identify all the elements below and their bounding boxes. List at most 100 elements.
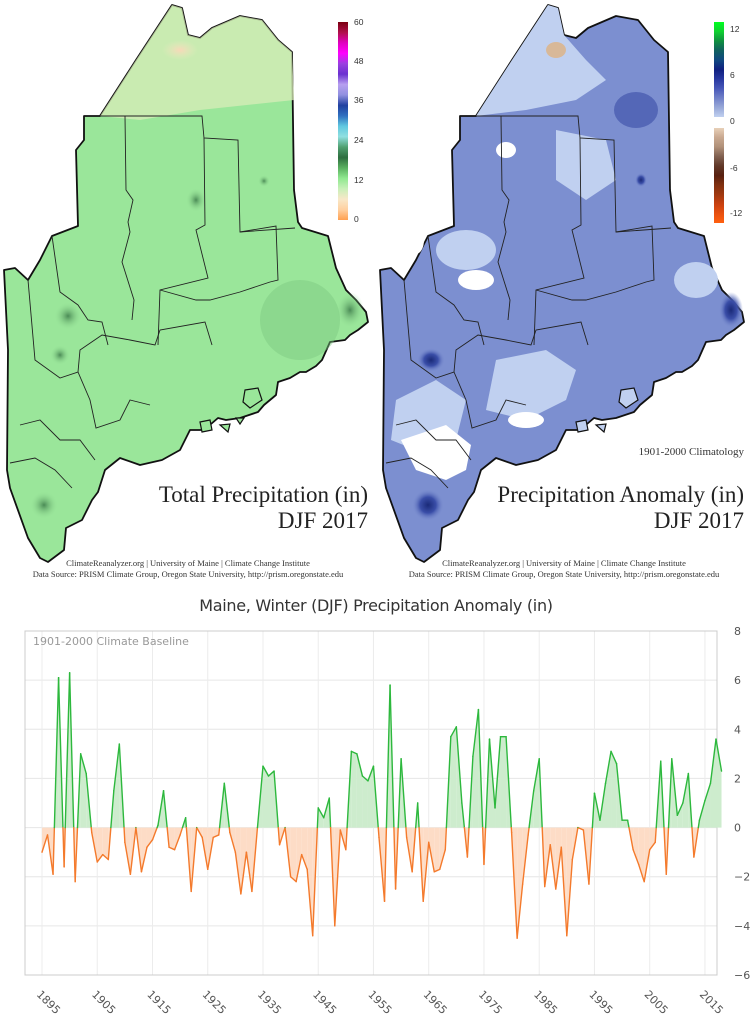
negative-line-segment [516, 883, 524, 939]
negative-line-segment [212, 834, 220, 839]
x-tick-label: 2015 [697, 988, 726, 1017]
positive-line-segment [372, 765, 379, 829]
negative-line-segment [339, 829, 347, 851]
data-point [693, 856, 695, 858]
data-point [223, 782, 225, 784]
data-point [499, 736, 502, 738]
negative-line-segment [571, 826, 579, 861]
negative-area-segment [301, 827, 308, 870]
data-point [417, 802, 419, 804]
data-point [317, 807, 319, 809]
data-point [604, 782, 607, 784]
positive-line-segment [256, 765, 264, 829]
county-boundaries [385, 115, 672, 489]
positive-line-segment [660, 760, 665, 829]
data-point [383, 900, 386, 902]
positive-area-segment [677, 803, 683, 828]
data-point [522, 883, 524, 885]
negative-line-segment [96, 853, 104, 863]
data-point [654, 841, 656, 843]
negative-area-segment [307, 827, 313, 936]
positive-line-segment [528, 790, 535, 829]
x-tick-label: 1965 [421, 988, 450, 1017]
negative-area-segment [517, 827, 523, 939]
data-point [356, 753, 358, 755]
negative-line-segment [394, 826, 399, 890]
data-point [46, 834, 49, 836]
negative-area-segment [146, 827, 153, 848]
negative-line-segment [433, 868, 441, 873]
negative-line-segment [306, 868, 314, 937]
positive-line-segment [85, 772, 92, 829]
data-point [394, 888, 397, 890]
negative-line-segment [383, 826, 388, 902]
data-point [450, 736, 452, 738]
data-point [444, 849, 446, 851]
data-point [560, 846, 562, 848]
data-point [190, 890, 192, 893]
negative-line-segment [234, 851, 242, 895]
positive-line-segment [68, 672, 75, 829]
positive-area-segment [660, 761, 664, 828]
data-point [577, 826, 579, 829]
data-point [439, 868, 441, 870]
positive-line-segment [698, 799, 706, 821]
negative-area-segment [102, 827, 109, 860]
positive-area-segment [704, 783, 711, 828]
data-point [157, 824, 159, 826]
data-point [466, 856, 468, 858]
negative-line-segment [521, 834, 529, 885]
anomaly-lines [41, 672, 723, 939]
anomaly-time-series-chart: 1901-2000 Climate Baseline 8 6 4 2 0 −2 −4 −6 1… [24, 625, 750, 1017]
positive-line-segment [76, 753, 82, 829]
negative-line-segment [207, 836, 214, 871]
positive-line-segment [715, 738, 723, 772]
y-tick-label: 8 [734, 625, 741, 638]
negative-line-segment [91, 831, 98, 863]
positive-line-segment [397, 758, 402, 829]
data-point [212, 836, 214, 838]
data-point [102, 854, 104, 856]
negative-line-segment [582, 829, 590, 885]
wet-anomaly-spot [417, 348, 445, 372]
x-tick-label: 1895 [34, 988, 63, 1017]
negative-line-segment [278, 826, 286, 846]
positive-line-segment [461, 802, 466, 829]
positive-line-segment [328, 797, 332, 829]
data-point [173, 849, 176, 851]
data-point [488, 738, 491, 740]
data-point [179, 834, 181, 836]
colorbar-tick-label: 60 [354, 17, 364, 27]
data-point [295, 881, 297, 883]
data-point [549, 844, 551, 846]
negative-line-segment [691, 826, 695, 858]
negative-line-segment [129, 826, 137, 875]
negative-line-segment [345, 826, 348, 851]
positive-line-segment [667, 758, 673, 829]
x-tick-label: 1925 [200, 988, 229, 1017]
chart-title: Maine, Winter (DJF) Precipitation Anomal… [199, 596, 553, 615]
wet-anomaly-spot [719, 292, 743, 328]
data-point [113, 790, 115, 792]
positive-line-segment [367, 765, 375, 782]
positive-line-segment [64, 672, 71, 829]
colorbar-tick-label: 0 [730, 116, 735, 126]
data-point [306, 868, 308, 870]
data-point [682, 802, 684, 804]
negative-line-segment [541, 826, 546, 888]
data-point [505, 736, 507, 738]
data-point [588, 883, 590, 885]
y-tick-label: 2 [734, 772, 741, 785]
positive-line-segment [450, 726, 458, 738]
precipitation-anomaly-map [379, 4, 745, 563]
negative-line-segment [510, 831, 518, 939]
negative-line-segment [693, 826, 700, 858]
negative-line-segment [654, 826, 657, 844]
negative-line-segment [140, 846, 148, 873]
negative-line-segment [444, 826, 448, 851]
wet-spot [50, 345, 70, 365]
y-tick-label: −6 [734, 969, 750, 982]
negative-line-segment [245, 851, 253, 893]
negative-line-segment [643, 848, 651, 883]
negative-line-segment [228, 826, 231, 834]
